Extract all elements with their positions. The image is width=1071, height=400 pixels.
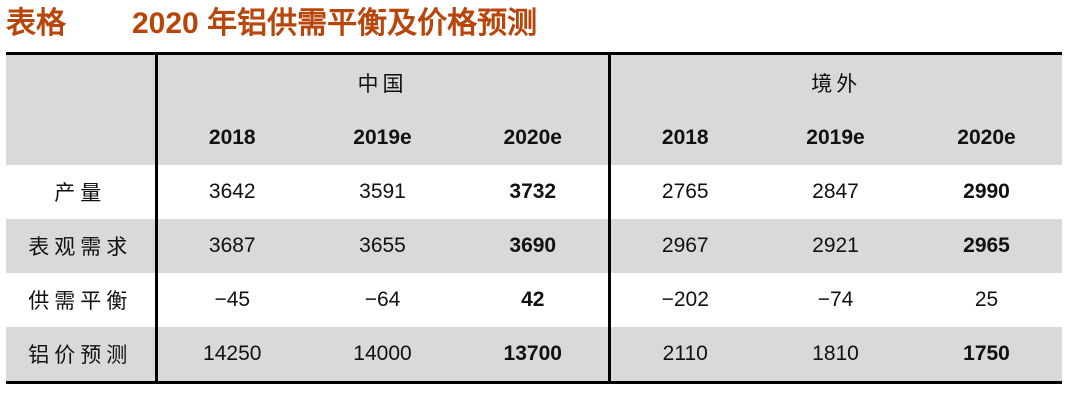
cell: 2965 (963, 234, 1010, 257)
column-header: 2018 (208, 125, 256, 149)
table-row: 铝价预测 14250 14000 13700 2110 1810 1750 (6, 327, 1062, 383)
cell: 3591 (359, 180, 406, 203)
column-header: 2019e (353, 125, 412, 149)
table-row: 表观需求 3687 3655 3690 2967 2921 2965 (6, 219, 1062, 273)
cell: −202 (661, 288, 709, 311)
column-row: 2018 2019e 2020e 2018 2019e 2020e (6, 110, 1062, 165)
cell: 2765 (661, 180, 709, 203)
table-body: 产量 3642 3591 3732 2765 2847 2990 表观需求 3687 3655 36… (6, 165, 1062, 383)
cell: 42 (458, 273, 611, 327)
cell: 3690 (458, 219, 611, 273)
cell: 2921 (812, 234, 859, 257)
cell: 3642 (208, 180, 256, 203)
column-header: 2019e (806, 125, 865, 149)
group-row: 中国 境外 (6, 53, 1062, 165)
table-row: 供需平衡 −45 −64 42 −202 −74 25 (6, 273, 1062, 327)
cell: 14250 (203, 342, 262, 365)
row-label: 表观需求 (6, 219, 158, 273)
row-label: 供需平衡 (6, 273, 158, 327)
column-header: 2020e (957, 125, 1016, 149)
table-row: 产量 3642 3591 3732 2765 2847 2990 (6, 165, 1062, 219)
group-header: 境外 (811, 72, 862, 96)
cell: 1750 (963, 342, 1010, 365)
column-header: 2020e (458, 110, 611, 165)
row-label: 产量 (6, 165, 158, 219)
table-title: 2020 年铝供需平衡及价格预测 (132, 7, 538, 40)
cell: 2110 (662, 342, 708, 365)
cell: 2967 (661, 234, 709, 257)
column-header: 2018 (661, 125, 709, 149)
cell: 25 (974, 288, 999, 311)
corner (6, 53, 158, 165)
row-label: 铝价预测 (6, 327, 158, 383)
cell: 1810 (812, 342, 859, 365)
cell: 3655 (359, 234, 406, 257)
cell: −45 (214, 288, 251, 311)
cell: 2847 (812, 180, 859, 203)
cell: −74 (817, 288, 854, 311)
cell: 3732 (458, 165, 611, 219)
table-label: 表格 (6, 7, 66, 40)
cell: 3687 (208, 234, 256, 257)
cell: 14000 (353, 342, 412, 365)
cell: −64 (364, 288, 401, 311)
title-line: 表格 2020 年铝供需平衡及价格预测 (6, 4, 537, 44)
cell: 2990 (963, 180, 1010, 203)
group-header: 中国 (156, 53, 611, 110)
data-table: 中国 境外 2018 2019e 2020e 2018 2019e 2020e … (6, 52, 1062, 384)
cell: 13700 (458, 327, 611, 383)
